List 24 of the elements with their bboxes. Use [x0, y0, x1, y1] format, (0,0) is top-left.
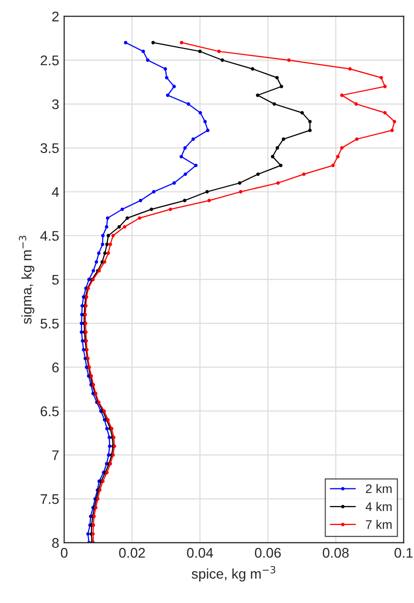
y-tick-label: 6: [52, 362, 59, 372]
legend-label: 4 km: [366, 502, 392, 511]
y-tick-label: 7.5: [40, 494, 59, 504]
y-tick-label: 4.5: [40, 231, 59, 241]
y-tick-label: 8: [52, 538, 59, 548]
y-tick-label: 2.5: [40, 55, 59, 66]
y-tick-label: 4: [52, 187, 59, 197]
x-tick-label: 0.08: [322, 548, 349, 558]
legend-label: 2 km: [366, 484, 392, 494]
x-tick-label: 0.02: [119, 548, 145, 558]
y-tick-label: 7: [52, 450, 59, 460]
x-tick-label: 0: [60, 548, 68, 558]
x-tick-label: 0.04: [186, 548, 214, 558]
y-tick-label: 2: [52, 12, 59, 22]
x-axis-title: spice, kg m$^{−3}$: [192, 566, 276, 582]
x-tick-label: 0.06: [254, 548, 281, 558]
x-tick-label: 0.1: [394, 548, 413, 558]
legend-label: 7 km: [366, 520, 392, 529]
y-tick-label: 6.5: [40, 406, 59, 416]
y-axis-title: sigma, kg m$^{−3}$: [18, 236, 34, 324]
y-tick-label: 3: [52, 99, 59, 110]
y-tick-label: 5.5: [40, 318, 59, 329]
y-tick-label: 3.5: [40, 143, 59, 154]
y-tick-label: 5: [52, 274, 59, 285]
